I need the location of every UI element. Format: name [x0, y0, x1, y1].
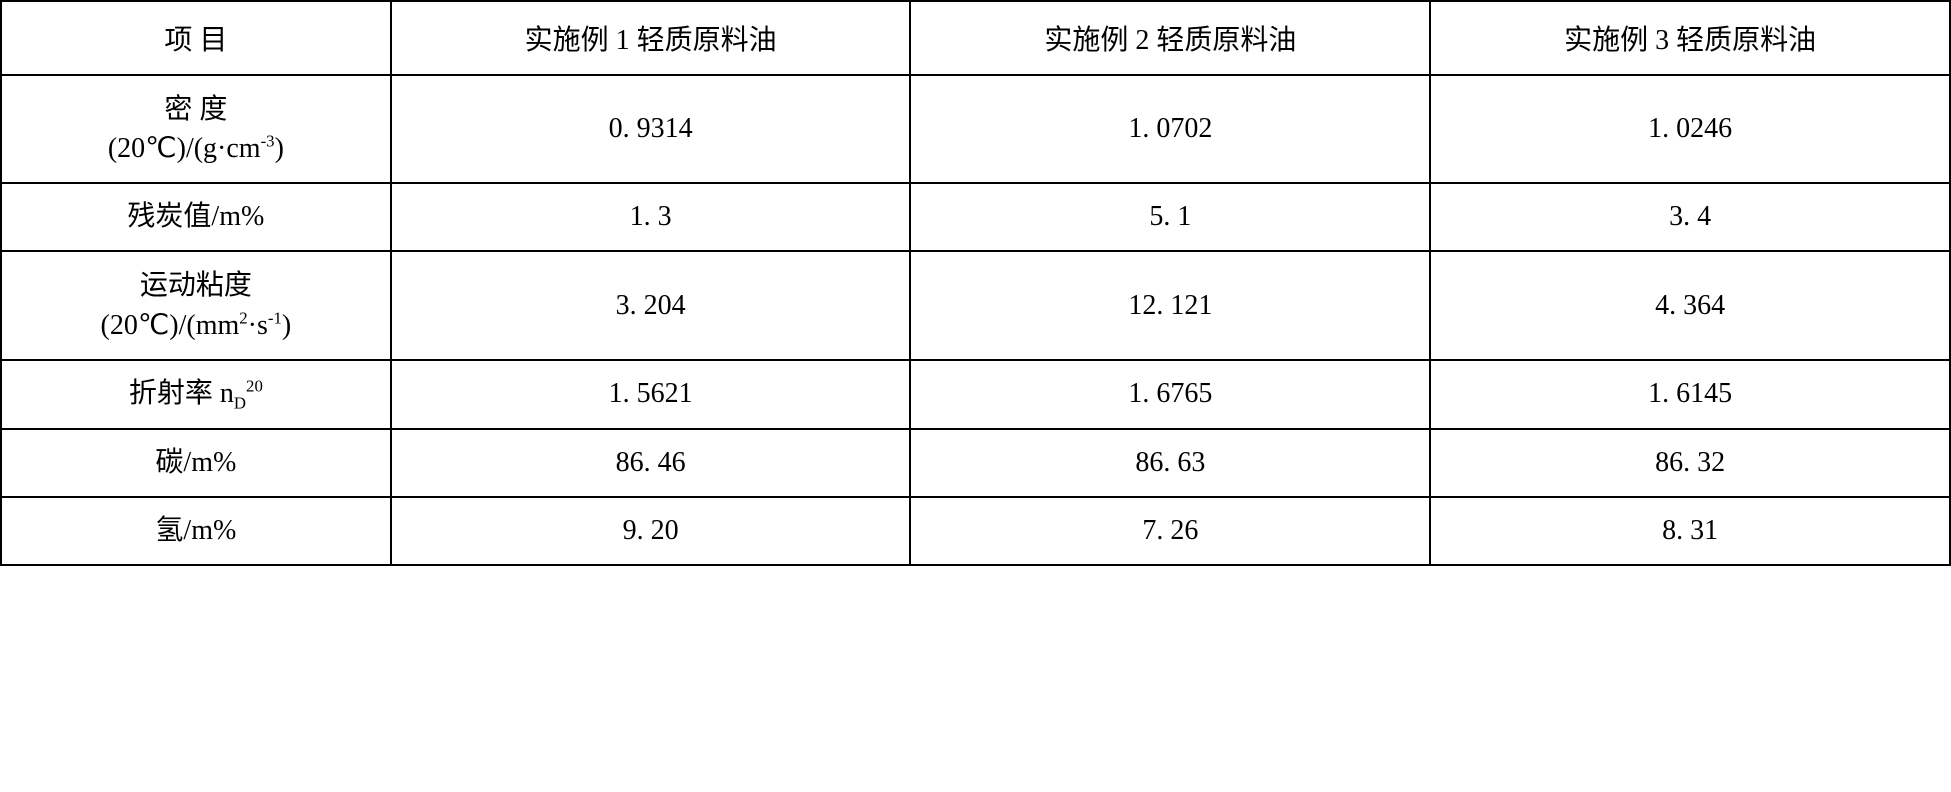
row-label-viscosity: 运动粘度 (20℃)/(mm2·s-1): [1, 251, 391, 359]
viscosity-label-line2-suffix: ): [282, 310, 291, 341]
cell-value: 86. 46: [391, 429, 911, 497]
cell-value: 3. 4: [1430, 183, 1950, 251]
cell-value: 1. 6145: [1430, 360, 1950, 429]
row-label-refractive-index: 折射率 nD20: [1, 360, 391, 429]
table-row: 碳/m% 86. 46 86. 63 86. 32: [1, 429, 1950, 497]
header-example-2: 实施例 2 轻质原料油: [910, 1, 1430, 75]
density-label-line2-prefix: (20℃)/(g·cm: [108, 133, 261, 164]
row-label-hydrogen: 氢/m%: [1, 497, 391, 565]
row-label-carbon: 碳/m%: [1, 429, 391, 497]
header-example-1: 实施例 1 轻质原料油: [391, 1, 911, 75]
viscosity-label-line1: 运动粘度: [140, 270, 252, 301]
cell-value: 0. 9314: [391, 75, 911, 183]
cell-value: 4. 364: [1430, 251, 1950, 359]
cell-value: 3. 204: [391, 251, 911, 359]
refractive-sub: D: [234, 393, 246, 412]
cell-value: 1. 6765: [910, 360, 1430, 429]
cell-value: 8. 31: [1430, 497, 1950, 565]
table-row: 密 度 (20℃)/(g·cm-3) 0. 9314 1. 0702 1. 02…: [1, 75, 1950, 183]
viscosity-sup1: 2: [239, 308, 247, 327]
table-row: 残炭值/m% 1. 3 5. 1 3. 4: [1, 183, 1950, 251]
cell-value: 5. 1: [910, 183, 1430, 251]
cell-value: 7. 26: [910, 497, 1430, 565]
viscosity-label-line2-prefix: (20℃)/(mm: [101, 310, 240, 341]
properties-table: 项 目 实施例 1 轻质原料油 实施例 2 轻质原料油 实施例 3 轻质原料油 …: [0, 0, 1951, 566]
density-sup: -3: [261, 132, 275, 151]
cell-value: 86. 32: [1430, 429, 1950, 497]
density-label-line2-suffix: ): [275, 133, 284, 164]
header-example-3: 实施例 3 轻质原料油: [1430, 1, 1950, 75]
refractive-prefix: 折射率 n: [129, 378, 234, 409]
cell-value: 1. 0246: [1430, 75, 1950, 183]
header-item: 项 目: [1, 1, 391, 75]
cell-value: 9. 20: [391, 497, 911, 565]
viscosity-sup2: -1: [268, 308, 282, 327]
cell-value: 12. 121: [910, 251, 1430, 359]
cell-value: 86. 63: [910, 429, 1430, 497]
table-header-row: 项 目 实施例 1 轻质原料油 实施例 2 轻质原料油 实施例 3 轻质原料油: [1, 1, 1950, 75]
viscosity-label-line2-mid: ·s: [248, 310, 268, 341]
cell-value: 1. 5621: [391, 360, 911, 429]
cell-value: 1. 0702: [910, 75, 1430, 183]
table-row: 折射率 nD20 1. 5621 1. 6765 1. 6145: [1, 360, 1950, 429]
row-label-density: 密 度 (20℃)/(g·cm-3): [1, 75, 391, 183]
table-row: 氢/m% 9. 20 7. 26 8. 31: [1, 497, 1950, 565]
row-label-carbon-residue: 残炭值/m%: [1, 183, 391, 251]
refractive-sup: 20: [246, 376, 263, 395]
cell-value: 1. 3: [391, 183, 911, 251]
data-table-container: 项 目 实施例 1 轻质原料油 实施例 2 轻质原料油 实施例 3 轻质原料油 …: [0, 0, 1951, 566]
table-row: 运动粘度 (20℃)/(mm2·s-1) 3. 204 12. 121 4. 3…: [1, 251, 1950, 359]
density-label-line1: 密 度: [164, 94, 227, 125]
